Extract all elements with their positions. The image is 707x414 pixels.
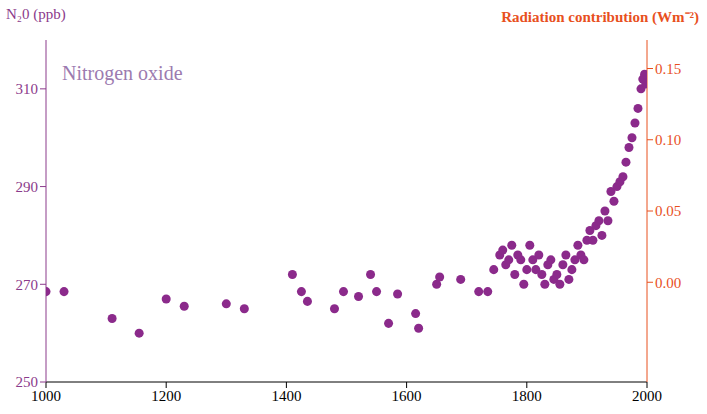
- svg-text:1000: 1000: [31, 387, 61, 404]
- html-text:Radiation contribution (Wm⁻²): Radiation contribution (Wm⁻²): [501, 9, 699, 25]
- svg-text:0.00: 0.00: [655, 275, 681, 291]
- svg-text:1600: 1600: [392, 388, 422, 404]
- svg-text:270: 270: [16, 277, 39, 293]
- html-text:Nitrogen oxide: Nitrogen oxide: [62, 62, 183, 84]
- svg-text:310: 310: [16, 81, 39, 97]
- svg-text:1200: 1200: [151, 388, 181, 404]
- svg-text:2000: 2000: [632, 388, 662, 404]
- svg-text:0.10: 0.10: [655, 132, 681, 148]
- svg-text:290: 290: [16, 179, 39, 195]
- svg-text:0.15: 0.15: [655, 61, 681, 77]
- svg-text:0.05: 0.05: [655, 203, 681, 219]
- svg-text:1400: 1400: [271, 388, 301, 404]
- html-text:N₂0 (ppb): N₂0 (ppb): [6, 6, 66, 22]
- svg-text:250: 250: [16, 374, 39, 390]
- svg-text:1800: 1800: [512, 388, 542, 404]
